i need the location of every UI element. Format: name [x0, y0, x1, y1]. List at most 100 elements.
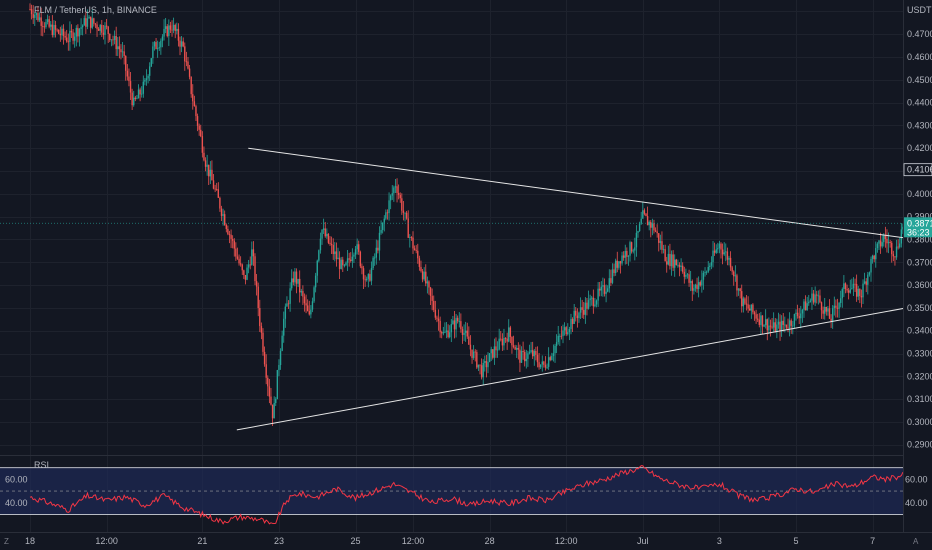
candle-body: [600, 286, 603, 291]
candle-body: [466, 330, 468, 337]
candle-body: [241, 264, 243, 271]
candle-body: [375, 247, 377, 258]
candle-body: [597, 288, 599, 301]
candle-body: [800, 313, 802, 319]
candle-body: [401, 198, 403, 211]
candle-body: [402, 210, 405, 213]
candle-body: [85, 18, 87, 27]
candle-body: [271, 404, 274, 419]
candle-body: [284, 306, 287, 319]
timezone-icon[interactable]: Z: [4, 537, 9, 546]
candle-body: [56, 29, 58, 31]
candle-body: [77, 27, 79, 37]
candle-body: [192, 94, 194, 102]
candle-body: [879, 240, 882, 247]
candle-body: [182, 41, 184, 47]
candle-body: [573, 310, 575, 324]
candle-body: [822, 310, 824, 314]
candle-body: [362, 268, 365, 280]
candle-body: [281, 335, 283, 351]
candle-body: [472, 351, 475, 358]
candle-body: [314, 275, 317, 288]
candle-body: [830, 318, 832, 321]
candle-body: [565, 327, 567, 335]
candle-body: [549, 357, 551, 361]
candle-body: [93, 18, 95, 24]
candle-body: [428, 281, 430, 288]
candle-body: [120, 49, 122, 53]
candle-body: [231, 238, 234, 241]
rsi-tick-label-right: 40.00: [905, 498, 928, 508]
candle-body: [263, 351, 266, 365]
candle-body: [525, 358, 527, 362]
candle-body: [479, 364, 481, 366]
candle-body: [621, 255, 623, 264]
upper-trendline[interactable]: [248, 147, 932, 268]
lower-trendline[interactable]: [236, 268, 932, 431]
candle-body: [61, 28, 63, 36]
candle-body: [755, 314, 757, 319]
candle-body: [142, 81, 144, 94]
candle-body: [606, 288, 609, 292]
candle-body: [581, 307, 583, 310]
candle-body: [816, 294, 818, 296]
candle-body: [774, 322, 776, 332]
candle-body: [627, 255, 630, 257]
candle-body: [338, 257, 341, 269]
candle-body: [814, 294, 816, 303]
candle-body: [177, 28, 180, 41]
candle-body: [200, 129, 202, 137]
candle-body: [490, 349, 492, 354]
candle-body: [391, 193, 393, 196]
candle-body: [441, 332, 443, 334]
price-pane[interactable]: [0, 3, 932, 431]
candle-body: [351, 256, 354, 261]
rsi-pane[interactable]: [0, 465, 904, 525]
candle-body: [576, 315, 579, 319]
candle-body: [145, 78, 148, 80]
candle-body: [680, 265, 682, 267]
candle-body: [546, 366, 548, 368]
candle-body: [329, 242, 331, 244]
candle-body: [469, 344, 472, 350]
candle-body: [139, 89, 141, 95]
candle-body: [579, 307, 582, 313]
candle-body: [134, 97, 137, 100]
candle-body: [80, 27, 82, 29]
price-tick-label: 0.3200: [907, 371, 932, 381]
candle-body: [685, 274, 687, 277]
candle-body: [646, 216, 649, 226]
candle-body: [650, 221, 652, 228]
candle-body: [42, 25, 44, 27]
candle-body: [163, 28, 165, 37]
candle-body: [595, 300, 598, 305]
price-axis[interactable]: 0.4700 0.4600 0.4500 0.4400 0.4300 0.4200 0.41…: [5, 0, 932, 550]
candle-body: [640, 218, 642, 224]
last-price-tag[interactable]: [904, 217, 932, 238]
alert-price-tag[interactable]: [903, 163, 932, 177]
candle-body: [136, 98, 138, 100]
candle-body: [348, 258, 350, 260]
candle-body: [873, 255, 875, 260]
candle-body: [500, 338, 502, 340]
candle-body: [809, 300, 812, 302]
candle-body: [854, 283, 856, 285]
candle-body: [431, 295, 433, 301]
candle-body: [112, 39, 114, 41]
price-tick-label: 0.4000: [907, 189, 932, 199]
candle-body: [843, 283, 845, 290]
candle-body: [254, 256, 256, 282]
candle-body: [544, 364, 547, 368]
candle-body: [201, 136, 204, 153]
candle-body: [67, 41, 69, 43]
candle-body: [881, 242, 883, 247]
candle-body: [389, 195, 392, 201]
candle-body: [262, 332, 264, 352]
candle-body: [658, 233, 660, 243]
candle-body: [828, 308, 831, 319]
candle-body: [187, 61, 189, 69]
candle-body: [589, 298, 591, 301]
auto-scale-icon[interactable]: A: [913, 537, 919, 546]
